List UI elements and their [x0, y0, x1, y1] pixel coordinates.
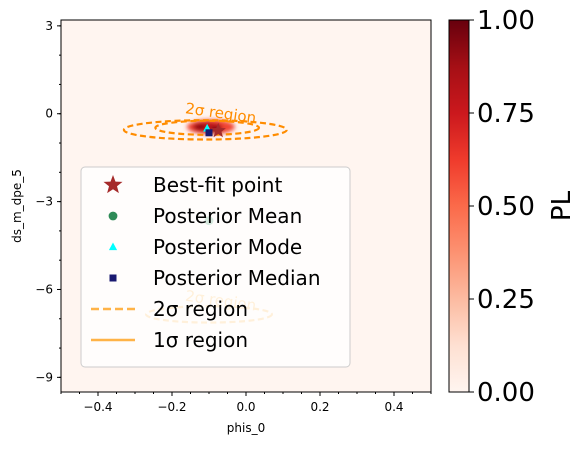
- y-tick-label: −6: [35, 282, 53, 296]
- y-tick-label: −3: [35, 195, 53, 209]
- colorbar-tick-label: 0.25: [477, 285, 535, 315]
- colorbar-tick-label: 1.00: [477, 6, 535, 36]
- legend-marker: [110, 275, 117, 282]
- heat-blob: [194, 125, 205, 130]
- x-tick-label: 0.4: [384, 400, 403, 414]
- legend-label: Best-fit point: [153, 173, 282, 197]
- colorbar-tick-label: 0.75: [477, 99, 535, 129]
- legend-label: 2σ region: [153, 297, 248, 321]
- legend-label: Posterior Median: [153, 266, 321, 290]
- colorbar-tick-label: 0.00: [477, 378, 535, 408]
- y-tick-label: 3: [45, 19, 53, 33]
- y-tick-label: 0: [45, 107, 53, 121]
- legend: Best-fit point Posterior Mean Posterior Mo…: [81, 167, 350, 367]
- x-axis-ticks: −0.4 −0.2 0.0 0.2 0.4: [61, 392, 431, 414]
- y-tick-label: −9: [35, 370, 53, 384]
- x-tick-label: 0.0: [236, 400, 255, 414]
- y-axis-label: ds_m_dpe_5: [10, 169, 24, 243]
- colorbar: [449, 20, 469, 392]
- legend-marker: [109, 212, 118, 221]
- y-axis-ticks: 3 0 −3 −6 −9: [35, 19, 61, 384]
- legend-label: Posterior Mean: [153, 204, 302, 228]
- x-axis-label: phis_0: [227, 421, 265, 435]
- legend-label: Posterior Mode: [153, 235, 302, 259]
- colorbar-label: PL: [547, 190, 577, 221]
- colorbar-tick-label: 0.50: [477, 192, 535, 222]
- x-tick-label: 0.2: [310, 400, 329, 414]
- colorbar-ticks: 0.00 0.25 0.50 0.75 1.00: [469, 6, 535, 408]
- x-tick-label: −0.4: [83, 400, 112, 414]
- x-tick-label: −0.2: [157, 400, 186, 414]
- posterior-median-point: [206, 129, 213, 136]
- legend-label: 1σ region: [153, 328, 248, 352]
